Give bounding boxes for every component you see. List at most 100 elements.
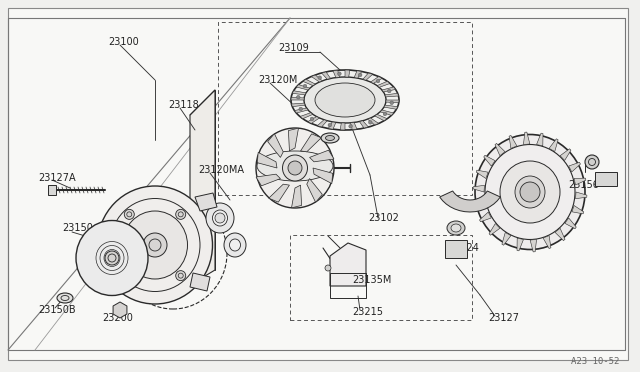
Polygon shape xyxy=(524,132,530,144)
Polygon shape xyxy=(310,150,334,162)
Circle shape xyxy=(288,161,302,175)
Bar xyxy=(595,172,617,186)
Polygon shape xyxy=(474,199,486,206)
Ellipse shape xyxy=(315,83,375,117)
Polygon shape xyxy=(575,192,587,199)
Circle shape xyxy=(176,271,186,280)
Polygon shape xyxy=(313,168,333,184)
Polygon shape xyxy=(269,184,289,202)
Circle shape xyxy=(390,101,394,105)
Polygon shape xyxy=(530,240,536,252)
Ellipse shape xyxy=(304,77,386,123)
Bar xyxy=(218,22,472,195)
Polygon shape xyxy=(484,155,495,166)
Polygon shape xyxy=(367,118,379,125)
Circle shape xyxy=(310,117,314,121)
Polygon shape xyxy=(543,236,551,248)
Ellipse shape xyxy=(105,251,119,265)
Ellipse shape xyxy=(291,70,399,130)
Polygon shape xyxy=(291,103,305,107)
Ellipse shape xyxy=(206,203,234,233)
Circle shape xyxy=(215,213,225,223)
Polygon shape xyxy=(555,228,565,241)
Text: 23150: 23150 xyxy=(62,223,93,233)
Ellipse shape xyxy=(257,151,333,181)
Polygon shape xyxy=(300,113,313,119)
Text: 23215: 23215 xyxy=(352,307,383,317)
Circle shape xyxy=(124,271,134,280)
Ellipse shape xyxy=(122,211,188,279)
Polygon shape xyxy=(48,185,56,195)
Polygon shape xyxy=(292,91,306,95)
Polygon shape xyxy=(569,162,580,172)
Circle shape xyxy=(325,265,331,271)
Polygon shape xyxy=(296,84,310,90)
Ellipse shape xyxy=(321,133,339,143)
Polygon shape xyxy=(256,174,280,186)
Polygon shape xyxy=(371,77,382,83)
Polygon shape xyxy=(113,302,127,318)
Polygon shape xyxy=(565,218,576,229)
Circle shape xyxy=(124,209,134,219)
Polygon shape xyxy=(328,122,336,129)
Circle shape xyxy=(296,96,300,99)
Polygon shape xyxy=(303,79,316,86)
Circle shape xyxy=(383,112,387,116)
Circle shape xyxy=(299,107,303,111)
Polygon shape xyxy=(345,70,350,77)
Ellipse shape xyxy=(447,221,465,235)
Polygon shape xyxy=(479,212,492,222)
Polygon shape xyxy=(289,128,298,151)
Ellipse shape xyxy=(256,128,334,208)
Bar xyxy=(290,235,472,320)
Polygon shape xyxy=(476,170,488,179)
Polygon shape xyxy=(572,205,584,214)
Polygon shape xyxy=(301,134,321,152)
Polygon shape xyxy=(560,149,571,160)
Text: 23102: 23102 xyxy=(368,213,399,223)
Polygon shape xyxy=(382,87,396,92)
Polygon shape xyxy=(257,153,277,168)
Polygon shape xyxy=(291,97,304,100)
Circle shape xyxy=(303,84,307,88)
Text: 23118: 23118 xyxy=(168,100,199,110)
Polygon shape xyxy=(377,81,390,87)
Polygon shape xyxy=(386,100,399,103)
Text: 23100: 23100 xyxy=(108,37,139,47)
Polygon shape xyxy=(354,71,362,78)
Polygon shape xyxy=(195,193,217,211)
Ellipse shape xyxy=(212,210,227,226)
Circle shape xyxy=(358,73,362,77)
Circle shape xyxy=(369,121,372,124)
Text: 23124: 23124 xyxy=(448,243,479,253)
Ellipse shape xyxy=(515,176,545,208)
Text: 23156: 23156 xyxy=(568,180,599,190)
Polygon shape xyxy=(549,139,558,151)
Polygon shape xyxy=(384,105,397,109)
Ellipse shape xyxy=(326,135,335,141)
Polygon shape xyxy=(317,120,327,127)
Circle shape xyxy=(349,125,353,128)
Polygon shape xyxy=(333,70,339,78)
Text: A23 10-52: A23 10-52 xyxy=(571,357,619,366)
Circle shape xyxy=(520,182,540,202)
Circle shape xyxy=(143,233,167,257)
Circle shape xyxy=(387,89,391,93)
Circle shape xyxy=(176,209,186,219)
Polygon shape xyxy=(363,73,372,80)
Ellipse shape xyxy=(76,221,148,295)
Polygon shape xyxy=(489,224,500,235)
Text: 23120M: 23120M xyxy=(258,75,298,85)
Ellipse shape xyxy=(230,239,241,251)
Polygon shape xyxy=(502,232,511,245)
Polygon shape xyxy=(385,93,399,97)
Ellipse shape xyxy=(224,233,246,257)
Circle shape xyxy=(337,72,341,76)
Circle shape xyxy=(376,79,380,83)
Polygon shape xyxy=(473,185,484,192)
Polygon shape xyxy=(340,123,345,130)
Polygon shape xyxy=(330,243,366,286)
Text: 23150B: 23150B xyxy=(38,305,76,315)
Text: 23127A: 23127A xyxy=(38,173,76,183)
Polygon shape xyxy=(380,110,394,115)
